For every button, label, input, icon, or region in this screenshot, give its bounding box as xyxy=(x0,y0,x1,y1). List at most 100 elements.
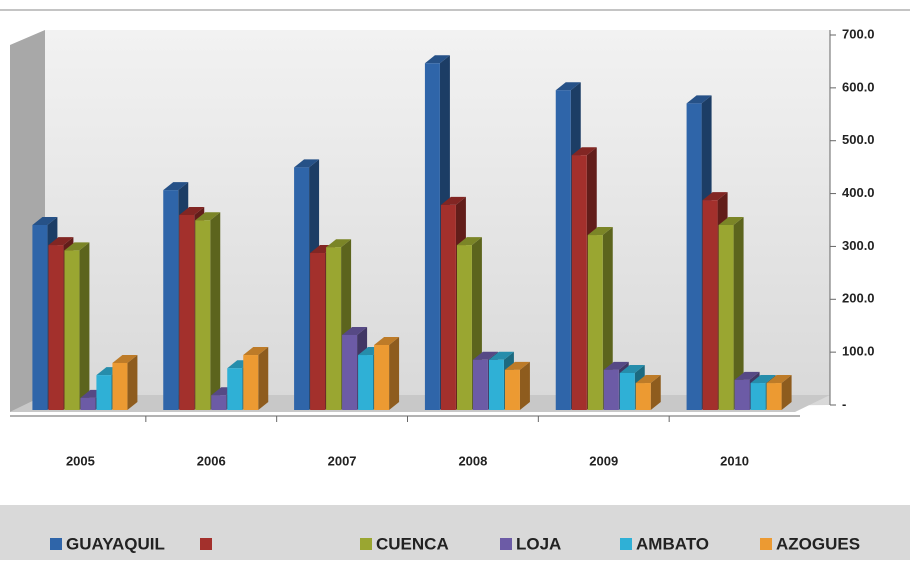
x-tick-label: 2010 xyxy=(720,453,749,468)
y-tick-label: 600.0 xyxy=(842,79,875,94)
x-tick-label: 2007 xyxy=(328,453,357,468)
bar xyxy=(358,355,374,410)
bar xyxy=(294,167,310,410)
bar xyxy=(326,247,342,410)
bar xyxy=(504,369,520,410)
bar xyxy=(374,344,390,410)
bar xyxy=(310,253,326,410)
bar xyxy=(635,383,651,410)
bar xyxy=(603,369,619,410)
bar xyxy=(734,379,750,410)
bar xyxy=(211,395,227,410)
bar xyxy=(619,373,635,410)
y-tick-label: 400.0 xyxy=(842,185,875,200)
bar-top xyxy=(734,371,760,380)
bar-top xyxy=(750,375,776,384)
bar-top xyxy=(440,196,466,205)
bar-side xyxy=(389,336,400,410)
bar xyxy=(64,250,80,410)
x-tick-label: 2008 xyxy=(458,453,487,468)
bar-side xyxy=(733,217,744,410)
bar xyxy=(702,200,718,410)
y-tick-label: 500.0 xyxy=(842,132,875,147)
bar-side xyxy=(127,354,138,410)
bar-top xyxy=(603,361,629,370)
bar-top xyxy=(488,351,514,360)
bar-side xyxy=(650,375,661,410)
legend-swatch xyxy=(50,538,62,550)
bar-top xyxy=(686,95,712,104)
bar-top xyxy=(702,192,728,201)
bar-side xyxy=(781,375,792,410)
y-tick-label: 700.0 xyxy=(842,26,875,41)
bar-side xyxy=(602,227,613,410)
bar xyxy=(179,214,195,410)
bar-side xyxy=(519,361,530,410)
bar xyxy=(686,103,702,410)
bar xyxy=(472,359,488,410)
y-tick-label: - xyxy=(842,396,846,411)
x-tick-label: 2009 xyxy=(589,453,618,468)
bar-top xyxy=(163,182,189,191)
bar-top xyxy=(326,239,352,248)
legend-label: AMBATO xyxy=(636,534,709,553)
bar xyxy=(48,245,64,410)
bar-top xyxy=(195,212,221,221)
bar-top xyxy=(571,147,597,156)
bar xyxy=(488,359,504,410)
bar-top xyxy=(48,237,74,246)
legend-swatch xyxy=(360,538,372,550)
legend-label: AZOGUES xyxy=(776,534,860,553)
bar xyxy=(112,362,128,410)
bar-top xyxy=(64,242,90,251)
bar xyxy=(424,63,440,410)
y-tick-label: 300.0 xyxy=(842,238,875,253)
bar xyxy=(80,397,96,410)
bar-top xyxy=(504,361,530,370)
bar xyxy=(227,368,243,410)
bar-top xyxy=(472,351,498,360)
bar xyxy=(456,245,472,410)
bar xyxy=(587,235,603,410)
bar xyxy=(243,355,259,410)
bar-top xyxy=(112,354,138,363)
legend-band xyxy=(0,505,910,560)
x-tick-label: 2006 xyxy=(197,453,226,468)
bar-top xyxy=(243,347,269,356)
bar xyxy=(571,155,587,410)
bar xyxy=(718,225,734,410)
bar xyxy=(440,204,456,410)
bar-top xyxy=(374,336,400,345)
bar xyxy=(766,383,782,410)
bar-top xyxy=(294,159,320,168)
bar-top xyxy=(32,217,58,225)
legend-label: CUENCA xyxy=(376,534,449,553)
legend-label: GUAYAQUIL xyxy=(66,534,165,553)
bar xyxy=(555,90,571,410)
bar-side xyxy=(79,242,90,410)
y-tick-label: 100.0 xyxy=(842,344,875,359)
bar-top xyxy=(766,375,792,384)
bar-top xyxy=(619,365,645,373)
legend-swatch xyxy=(500,538,512,550)
legend-swatch xyxy=(200,538,212,550)
bar xyxy=(163,190,179,410)
bar xyxy=(96,375,112,410)
bar xyxy=(195,220,211,410)
bar-top xyxy=(424,55,450,64)
bar-top xyxy=(587,227,613,236)
legend-swatch xyxy=(620,538,632,550)
bar xyxy=(750,383,766,410)
bar-top xyxy=(555,82,581,91)
bar xyxy=(342,334,358,410)
legend-label: LOJA xyxy=(516,534,561,553)
bar-top xyxy=(456,237,482,246)
legend-swatch xyxy=(760,538,772,550)
bar-side xyxy=(210,212,221,410)
bar-top xyxy=(635,375,661,384)
bar-top xyxy=(718,217,744,225)
bar xyxy=(32,225,48,410)
x-tick-label: 2005 xyxy=(66,453,95,468)
bar-side xyxy=(258,347,269,410)
